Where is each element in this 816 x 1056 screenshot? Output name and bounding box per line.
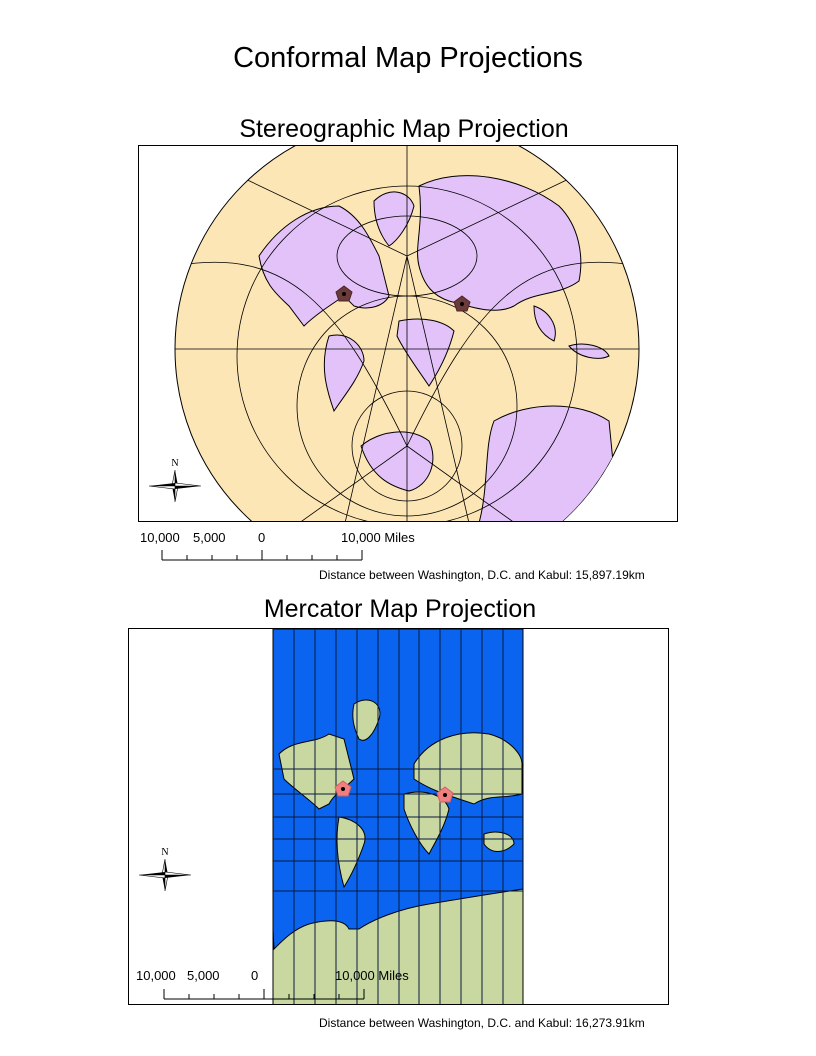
stereographic-distance-text: Distance between Washington, D.C. and Ka… — [319, 568, 645, 582]
stereographic-map-frame: N — [138, 145, 678, 522]
stereographic-title: Stereographic Map Projection — [239, 115, 569, 143]
mercator-title: Mercator Map Projection — [263, 595, 537, 623]
marker-kabul — [453, 295, 471, 312]
marker-washington — [334, 780, 352, 797]
mercator-scale-bar — [163, 989, 365, 1000]
page-title: Conformal Map Projections — [233, 42, 583, 74]
stereographic-scale-bar-ticks — [161, 550, 363, 561]
north-arrow-icon: N — [148, 458, 202, 503]
marker-kabul — [436, 786, 454, 803]
mercator-map: N — [138, 629, 524, 1004]
north-arrow-icon: N — [138, 847, 192, 892]
mercator-map-frame: N — [128, 628, 669, 1005]
marker-washington — [335, 285, 353, 302]
stereographic-map: N — [148, 146, 640, 521]
svg-text:N: N — [171, 458, 178, 469]
mercator-distance-text: Distance between Washington, D.C. and Ka… — [319, 1016, 645, 1030]
svg-text:N: N — [161, 847, 168, 858]
